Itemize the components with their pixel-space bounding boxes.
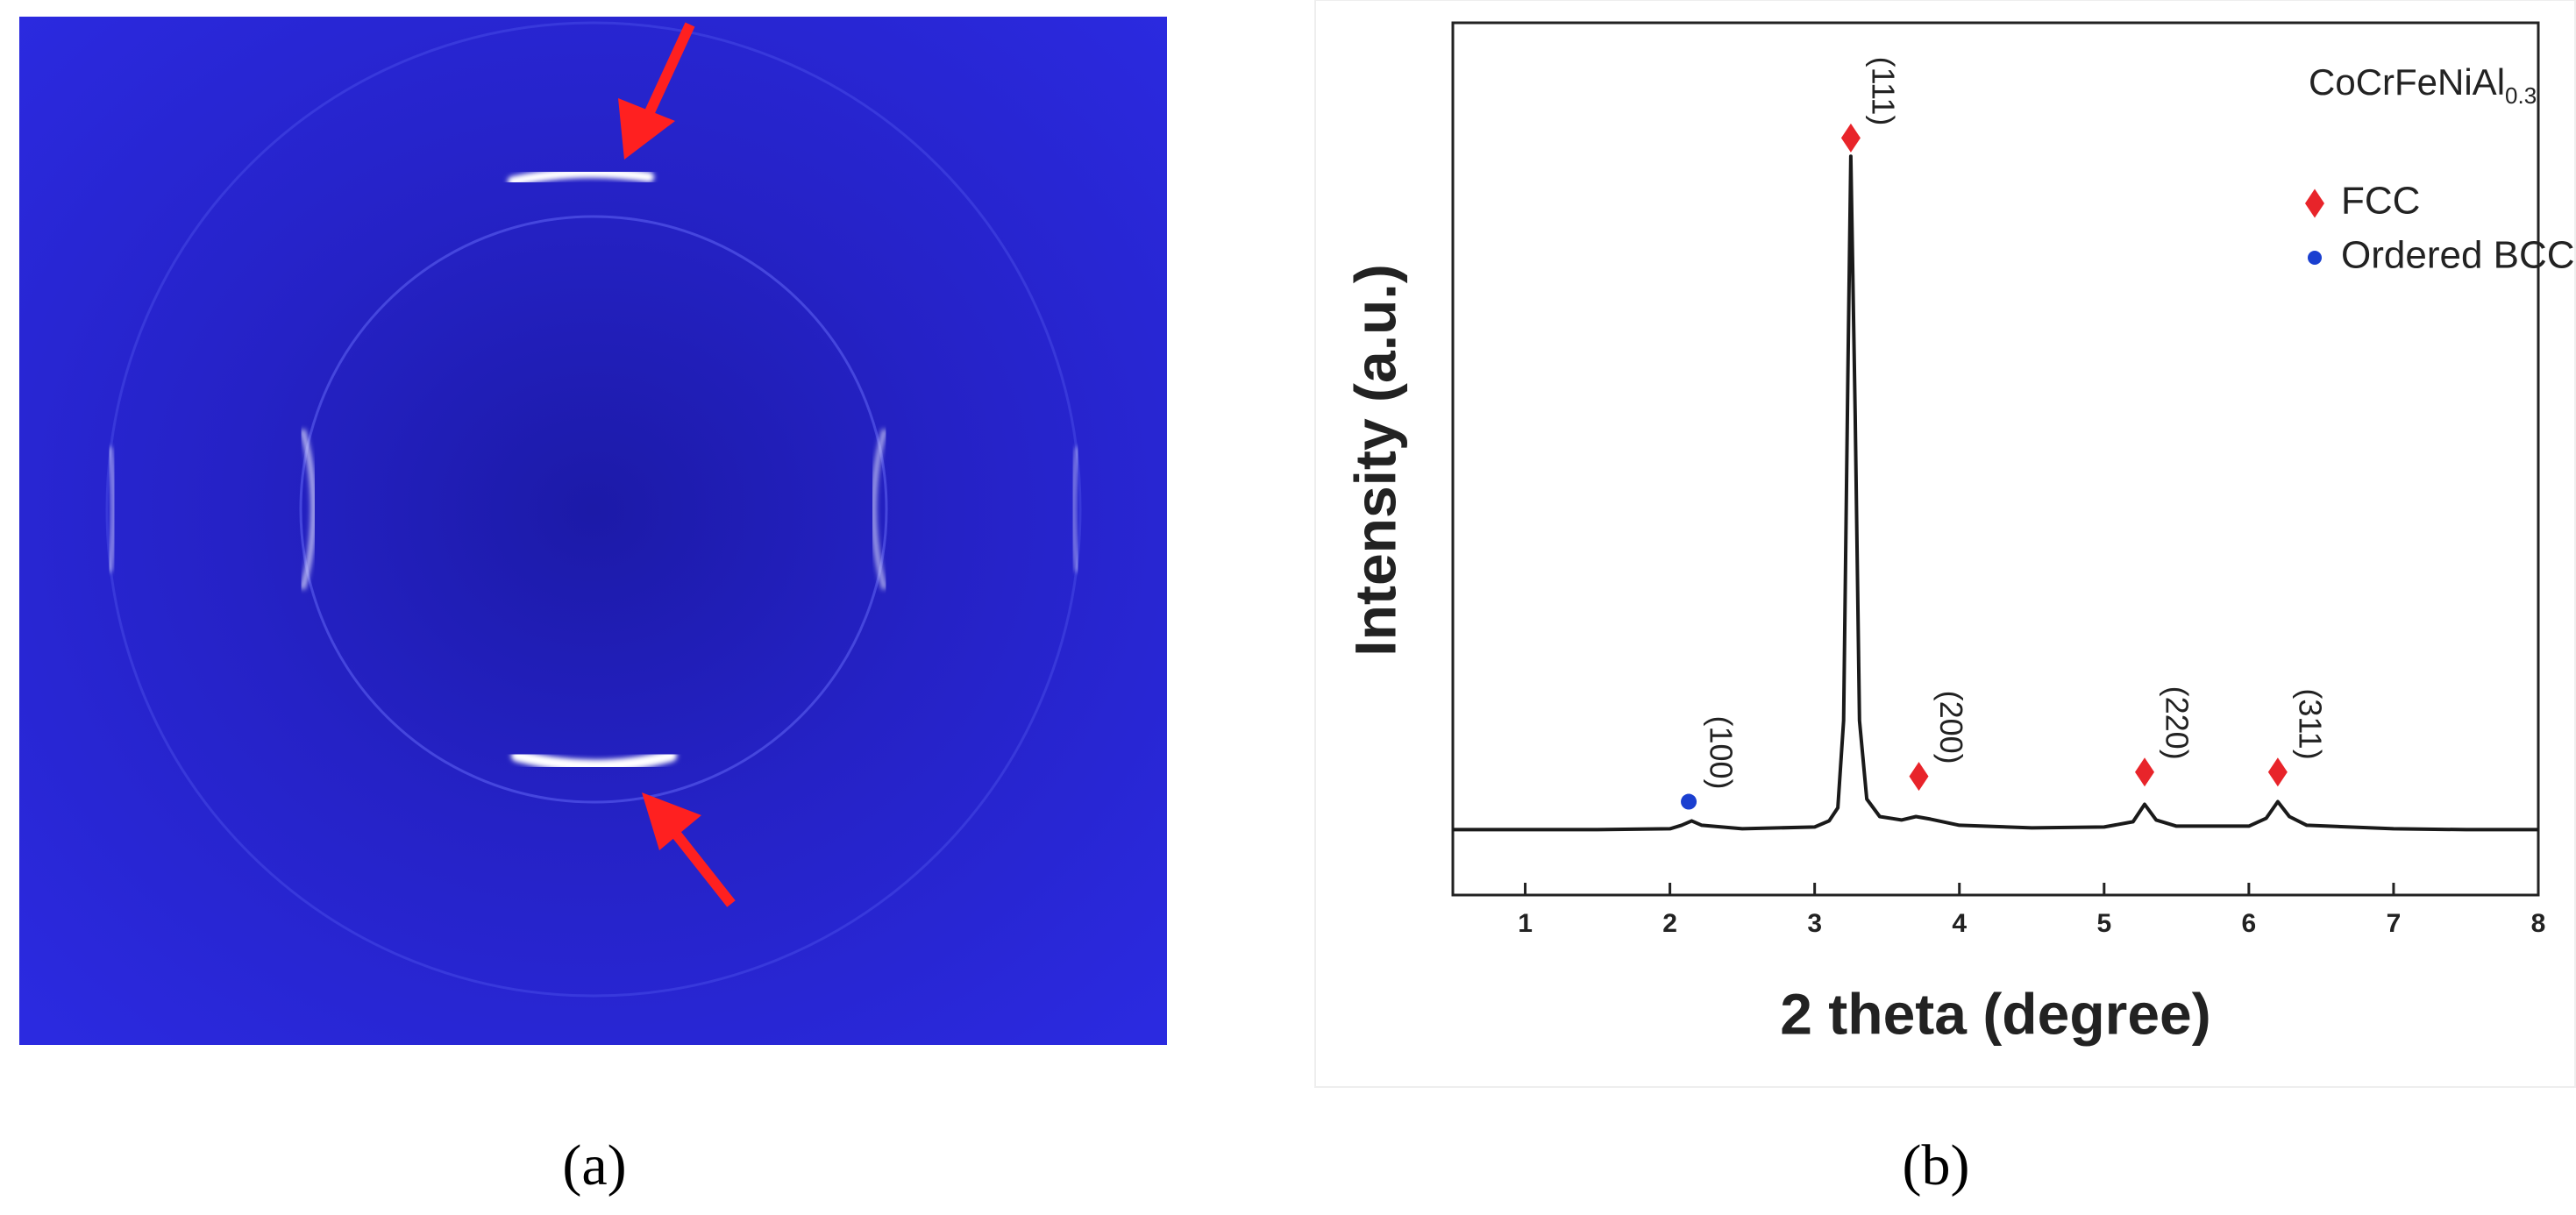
diffraction-image bbox=[19, 17, 1167, 1045]
peak-label: (311) bbox=[2292, 688, 2328, 759]
bright-arc bbox=[511, 750, 677, 772]
arrow-head bbox=[618, 98, 675, 160]
x-tick-label: 2 bbox=[1662, 909, 1677, 938]
legend-label: FCC bbox=[2341, 180, 2420, 223]
peak-label: (220) bbox=[2160, 686, 2195, 760]
chart: 1 2 3 4 5 6 7 8 (111) (200) (220) (311) (100) CoCrFeN… bbox=[1453, 57, 2575, 938]
x-tick-label: 1 bbox=[1518, 909, 1533, 938]
legend-marker bbox=[2305, 188, 2324, 218]
caption: (a) bbox=[562, 1133, 626, 1197]
peak-label: (100) bbox=[1704, 715, 1740, 789]
plot-area bbox=[1451, 21, 2540, 897]
marker bbox=[1909, 762, 1929, 792]
legend-title-subscript: 0.3 bbox=[2505, 82, 2537, 109]
marker bbox=[2267, 757, 2288, 787]
x-tick-label: 7 bbox=[2387, 909, 2402, 938]
x-axis-label: 2 theta (degree) bbox=[1780, 981, 2210, 1046]
x-tick-label: 3 bbox=[1807, 909, 1822, 938]
legend-marker bbox=[2308, 251, 2322, 265]
arc bbox=[871, 429, 887, 590]
peak-label: (111) bbox=[1865, 57, 1901, 126]
arrow-shaft bbox=[644, 22, 695, 117]
marker bbox=[1681, 793, 1697, 810]
legend-title-text: CoCrFeNiAl bbox=[2309, 61, 2505, 103]
x-tick-label: 4 bbox=[1952, 909, 1967, 938]
marker bbox=[2135, 757, 2155, 787]
legend-label: Ordered BCC bbox=[2341, 234, 2575, 277]
bright-arc bbox=[508, 167, 654, 187]
x-tick-label: 5 bbox=[2096, 909, 2111, 938]
peak-label: (200) bbox=[1933, 691, 1969, 764]
ring bbox=[105, 21, 1082, 998]
arrow-shaft bbox=[671, 829, 736, 907]
caption: (b) bbox=[1903, 1133, 1970, 1197]
arc bbox=[1071, 446, 1080, 572]
x-tick-label: 6 bbox=[2242, 909, 2257, 938]
arrow-head bbox=[642, 792, 701, 850]
y-axis-label: Intensity (a.u.) bbox=[1342, 264, 1407, 656]
arc bbox=[107, 446, 117, 572]
marker bbox=[1840, 123, 1861, 153]
ring bbox=[299, 215, 888, 804]
legend-title: CoCrFeNiAl0.3 bbox=[2309, 61, 2537, 109]
panel-frame bbox=[1314, 0, 2576, 1088]
arc bbox=[300, 429, 317, 590]
x-tick-label: 8 bbox=[2531, 909, 2546, 938]
image-background bbox=[19, 17, 1167, 1045]
data-line bbox=[1453, 154, 2538, 832]
